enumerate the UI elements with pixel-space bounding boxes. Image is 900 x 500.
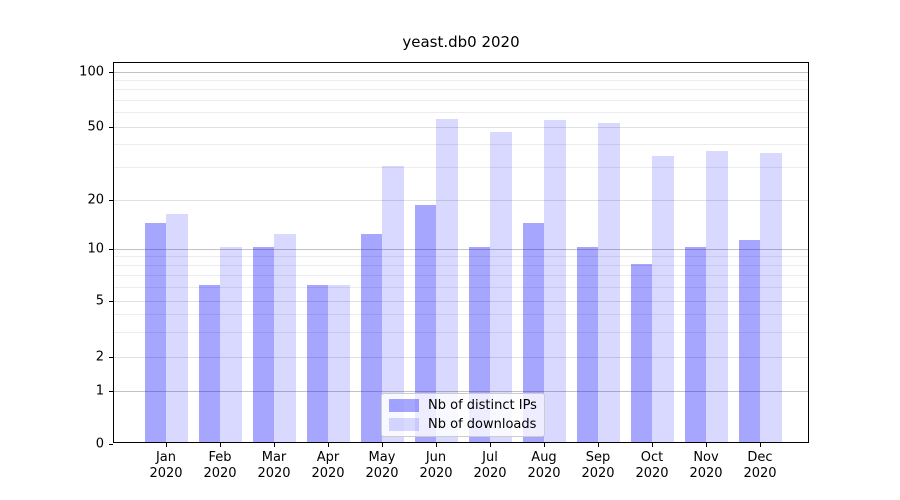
x-tick-mark — [165, 443, 167, 447]
x-tick-mark — [705, 443, 707, 447]
major-gridline — [114, 390, 808, 392]
chart-title: yeast.db0 2020 — [402, 33, 520, 51]
bar-apr-downloads — [328, 285, 350, 442]
x-tick-label-mar: Mar 2020 — [257, 450, 291, 481]
x-tick-label-may: May 2020 — [365, 450, 399, 481]
bar-jan-distinct-ips — [144, 223, 166, 442]
x-tick-label-apr: Apr 2020 — [311, 450, 345, 481]
legend: Nb of distinct IPs Nb of downloads — [381, 393, 545, 437]
legend-label-downloads: Nb of downloads — [428, 417, 537, 432]
bar-nov-downloads — [706, 151, 728, 442]
x-tick-mark — [327, 443, 329, 447]
legend-swatch-distinct-ips — [389, 399, 419, 412]
x-tick-label-jun: Jun 2020 — [419, 450, 453, 481]
bar-may-downloads — [382, 165, 404, 442]
minor-gridline — [114, 99, 808, 101]
legend-swatch-downloads — [389, 418, 419, 431]
minor-gridline — [114, 265, 808, 267]
x-tick-mark — [759, 443, 761, 447]
major-gridline — [114, 300, 808, 302]
bar-sep-downloads — [598, 123, 620, 442]
minor-gridline — [114, 286, 808, 288]
x-tick-label-sep: Sep 2020 — [581, 450, 615, 481]
x-tick-label-nov: Nov 2020 — [689, 450, 723, 481]
y-tick-mark — [109, 199, 113, 201]
x-tick-mark — [543, 443, 545, 447]
x-tick-mark — [597, 443, 599, 447]
x-tick-mark — [651, 443, 653, 447]
minor-gridline — [114, 112, 808, 114]
bar-feb-downloads — [220, 247, 242, 442]
x-tick-label-oct: Oct 2020 — [635, 450, 669, 481]
y-tick-mark — [109, 71, 113, 73]
x-tick-mark — [273, 443, 275, 447]
x-tick-label-feb: Feb 2020 — [203, 450, 237, 481]
bar-jun-distinct-ips — [414, 205, 436, 442]
bar-jun-downloads — [436, 118, 458, 442]
x-tick-mark — [489, 443, 491, 447]
minor-gridline — [114, 79, 808, 81]
x-tick-mark — [381, 443, 383, 447]
y-tick-mark — [109, 390, 113, 392]
x-tick-label-dec: Dec 2020 — [743, 450, 777, 481]
y-tick-mark — [109, 443, 113, 445]
y-tick-label: 0 — [95, 436, 104, 452]
y-tick-label: 2 — [95, 349, 104, 365]
x-tick-mark — [219, 443, 221, 447]
y-tick-label: 100 — [79, 64, 104, 80]
bar-oct-distinct-ips — [630, 263, 652, 442]
y-tick-label: 1 — [95, 383, 104, 399]
minor-gridline — [114, 89, 808, 91]
legend-item-downloads: Nb of downloads — [382, 417, 544, 432]
bar-jul-downloads — [490, 131, 512, 442]
major-gridline — [114, 248, 808, 250]
minor-gridline — [114, 275, 808, 277]
legend-label-distinct-ips: Nb of distinct IPs — [428, 398, 537, 413]
bar-jan-downloads — [166, 213, 188, 442]
y-tick-mark — [109, 248, 113, 250]
bar-mar-downloads — [274, 234, 296, 442]
minor-gridline — [114, 256, 808, 258]
bar-sep-distinct-ips — [576, 247, 598, 442]
x-tick-label-jul: Jul 2020 — [473, 450, 507, 481]
y-tick-label: 50 — [87, 119, 104, 135]
x-tick-mark — [435, 443, 437, 447]
major-gridline — [114, 126, 808, 128]
x-tick-label-jan: Jan 2020 — [149, 450, 183, 481]
bar-apr-distinct-ips — [306, 285, 328, 442]
bar-aug-downloads — [544, 120, 566, 442]
y-tick-label: 20 — [87, 192, 104, 208]
major-gridline — [114, 71, 808, 73]
y-tick-mark — [109, 126, 113, 128]
minor-gridline — [114, 167, 808, 169]
y-tick-mark — [109, 300, 113, 302]
bar-nov-distinct-ips — [684, 247, 706, 442]
minor-gridline — [114, 314, 808, 316]
bar-aug-distinct-ips — [522, 223, 544, 442]
bar-dec-distinct-ips — [738, 240, 760, 442]
bar-feb-distinct-ips — [198, 285, 220, 442]
y-tick-mark — [109, 356, 113, 358]
y-tick-label: 10 — [87, 241, 104, 257]
y-tick-label: 5 — [95, 293, 104, 309]
x-tick-label-aug: Aug 2020 — [527, 450, 561, 481]
bar-mar-distinct-ips — [252, 247, 274, 442]
plot-area: 0 1 2 5 10 20 50 100 Jan 2020 Feb 2020 Mar 2020 Apr 20… — [79, 62, 809, 481]
legend-item-distinct-ips: Nb of distinct IPs — [382, 398, 544, 413]
minor-gridline — [114, 144, 808, 146]
minor-gridline — [114, 331, 808, 333]
major-gridline — [114, 356, 808, 358]
bar-dec-downloads — [760, 153, 782, 442]
bar-oct-downloads — [652, 155, 674, 442]
bar-may-distinct-ips — [360, 234, 382, 442]
major-gridline — [114, 199, 808, 201]
